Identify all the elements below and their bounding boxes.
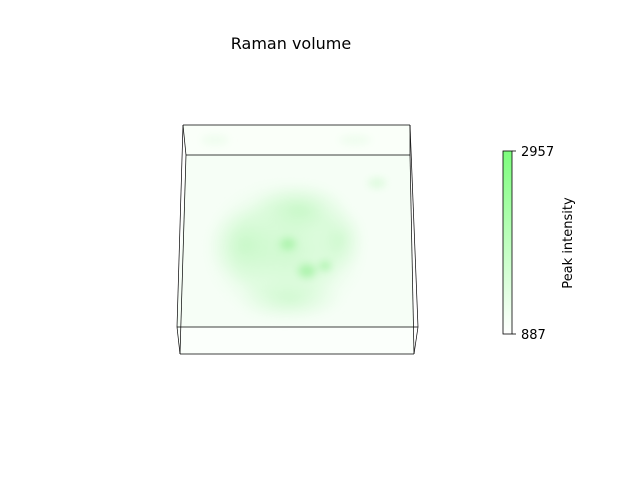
colorbar-tick-label-0: 2957: [521, 145, 554, 160]
volume-plot: [176, 124, 419, 355]
edge-back-left: [182, 124, 187, 156]
hotspot-3: [319, 261, 331, 271]
colorbar-tick-label-1: 887: [521, 328, 546, 343]
hotspot-4: [368, 178, 386, 188]
edge-front-left: [176, 326, 181, 355]
hotspot-2: [298, 264, 316, 278]
edge-left-depth-bottom: [179, 154, 187, 355]
edge-right-depth-top: [409, 124, 419, 328]
cloud-lobe-lower: [235, 278, 345, 322]
cloud-lobe-left: [207, 205, 283, 285]
edge-front-right: [413, 326, 419, 355]
volume-front-face: [177, 327, 414, 354]
colorbar-ticks: 2957 887: [512, 145, 554, 343]
hotspot-5: [201, 135, 229, 145]
volume-back-face: [183, 125, 410, 155]
cloud-lobe-right: [315, 205, 365, 275]
colorbar: 2957 887 Peak intensity: [502, 145, 576, 343]
edge-left-depth-top: [176, 124, 184, 328]
intensity-cloud: [200, 135, 386, 325]
colorbar-gradient: [502, 150, 513, 335]
chart-title: Raman volume: [231, 34, 351, 53]
volume-wireframe: [176, 124, 419, 355]
edge-right-depth-bottom: [409, 154, 415, 355]
hotspot-1: [280, 238, 296, 250]
colorbar-label: Peak intensity: [561, 197, 576, 289]
hotspot-6: [339, 135, 371, 145]
